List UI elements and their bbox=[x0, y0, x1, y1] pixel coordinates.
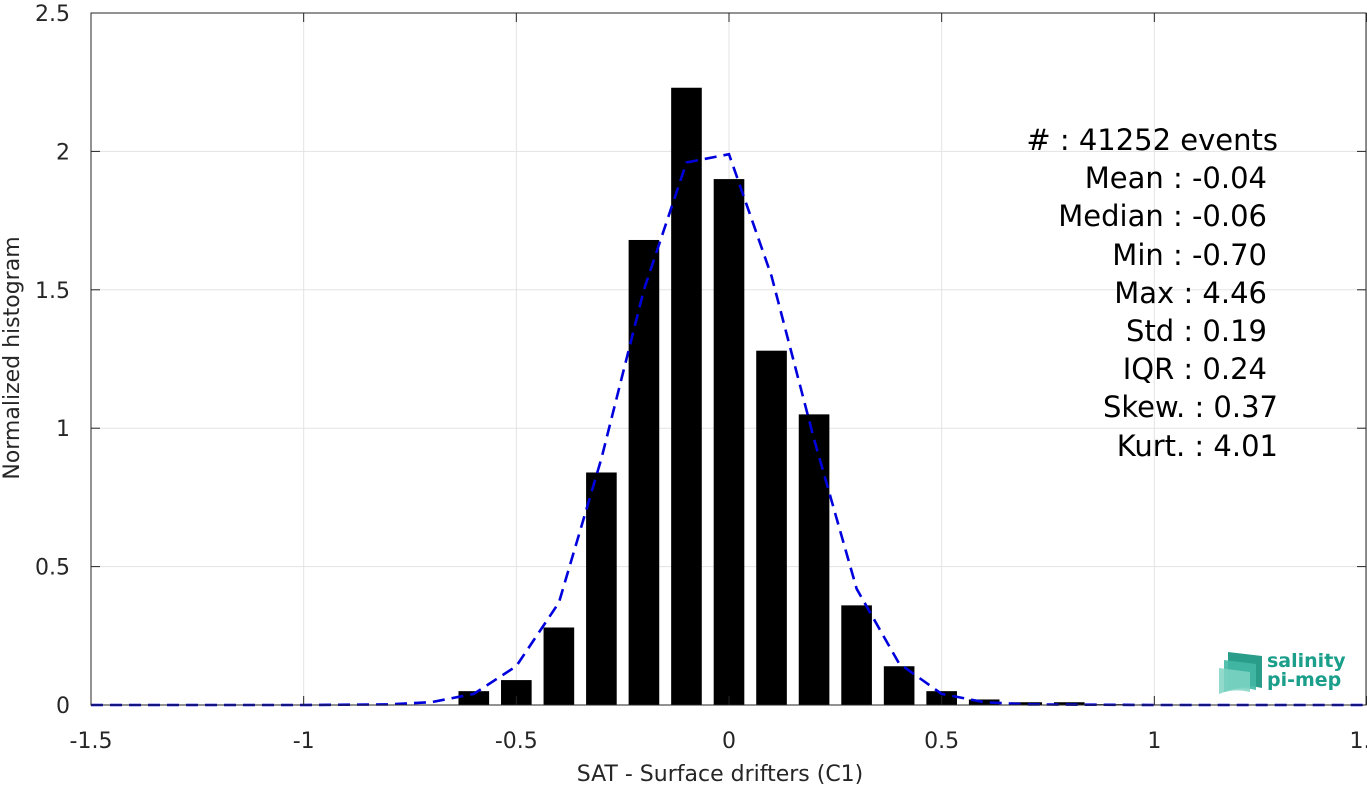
x-tick-label: -0.5 bbox=[495, 729, 538, 754]
salinity-pi-mep-logo: salinity pi-mep bbox=[1219, 650, 1346, 694]
y-tick-label: 1 bbox=[56, 417, 70, 442]
axis-ticks: -1.5 -1 -0.5 0 0.5 1 1.5 0 0.5 1 1.5 2 2.5 bbox=[35, 2, 1367, 754]
histogram-bar bbox=[586, 472, 617, 705]
histogram-bar bbox=[671, 87, 702, 705]
gaussian-fit-curve bbox=[91, 152, 1367, 707]
stats-iqr: IQR : 0.24 bbox=[1123, 352, 1267, 386]
x-tick-label: -1.5 bbox=[70, 729, 113, 754]
stats-skewness: Skew. : 0.37 bbox=[1103, 390, 1278, 424]
stats-max: Max : 4.46 bbox=[1114, 276, 1267, 310]
histogram-bar bbox=[1011, 702, 1043, 705]
x-axis-label: SAT - Surface drifters (C1) bbox=[577, 762, 864, 785]
logo-text-salinity: salinity bbox=[1267, 650, 1346, 672]
statistics-box: # : 41252 events Mean : -0.04 Median : -… bbox=[1026, 123, 1278, 463]
histogram-bars bbox=[458, 87, 1170, 705]
histogram-bar bbox=[756, 350, 787, 705]
y-axis-label: Normalized histogram bbox=[0, 236, 25, 479]
stats-count: # : 41252 events bbox=[1026, 123, 1278, 157]
histogram-bar bbox=[713, 179, 745, 705]
histogram-bar bbox=[968, 699, 1000, 705]
y-tick-label: 1.5 bbox=[35, 279, 70, 304]
x-tick-label: 0.5 bbox=[924, 729, 959, 754]
x-tick-label: -1 bbox=[293, 729, 315, 754]
stats-min: Min : -0.70 bbox=[1112, 238, 1267, 272]
stats-std: Std : 0.19 bbox=[1126, 314, 1267, 348]
y-tick-label: 2.5 bbox=[35, 2, 70, 27]
logo-text-pi-mep: pi-mep bbox=[1267, 669, 1341, 691]
y-tick-label: 0 bbox=[56, 694, 70, 719]
stats-mean: Mean : -0.04 bbox=[1085, 161, 1267, 195]
histogram-bar bbox=[628, 239, 660, 705]
histogram-bar bbox=[841, 605, 872, 705]
x-tick-label: 1 bbox=[1147, 729, 1161, 754]
histogram-bar bbox=[798, 414, 830, 705]
histogram-bar bbox=[458, 691, 490, 705]
fit-line bbox=[91, 152, 1367, 707]
x-tick-label: 1.5 bbox=[1350, 729, 1367, 754]
histogram-bar bbox=[543, 627, 575, 705]
y-tick-label: 0.5 bbox=[35, 556, 70, 581]
stats-kurtosis: Kurt. : 4.01 bbox=[1117, 429, 1278, 463]
stats-median: Median : -0.06 bbox=[1058, 199, 1267, 233]
wave-logo-icon bbox=[1219, 652, 1262, 694]
histogram-bar bbox=[883, 666, 915, 705]
x-tick-label: 0 bbox=[722, 729, 736, 754]
y-tick-label: 2 bbox=[56, 140, 70, 165]
